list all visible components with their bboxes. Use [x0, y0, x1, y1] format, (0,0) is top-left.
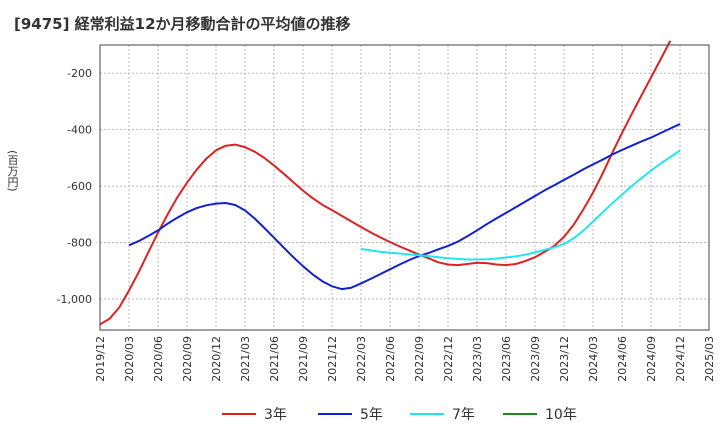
x-tick-label: 2025/03 — [703, 336, 716, 382]
x-tick-label: 2022/03 — [355, 336, 368, 382]
x-tick-label: 2020/12 — [210, 336, 223, 382]
legend: 3年 5年 7年 10年 — [222, 407, 577, 423]
legend-label: 10年 — [545, 407, 577, 423]
series-line-5年 — [128, 123, 681, 291]
x-tick-label: 2022/12 — [442, 336, 455, 382]
series-line-3年 — [99, 40, 672, 326]
x-tick-label: 2020/09 — [181, 336, 194, 382]
x-tick-label: 2024/09 — [645, 336, 658, 382]
x-tick-label: 2023/09 — [529, 336, 542, 382]
x-tick-label: 2021/12 — [326, 336, 339, 382]
x-tick-label: 2023/06 — [500, 336, 513, 382]
y-tick-label: -600 — [67, 180, 92, 193]
x-tick-label: 2021/03 — [239, 336, 252, 382]
chart-title: [9475] 経常利益12か月移動合計の平均値の推移 — [14, 15, 351, 33]
x-tick-label: 2024/06 — [616, 336, 629, 382]
x-tick-label: 2019/12 — [94, 336, 107, 382]
legend-label: 5年 — [360, 407, 383, 423]
y-tick-label: -400 — [67, 124, 92, 137]
x-tick-label: 2020/06 — [152, 336, 165, 382]
x-tick-label: 2021/09 — [297, 336, 310, 382]
gridlines — [99, 45, 710, 330]
x-axis-ticks: 2019/12 2020/03 2020/06 2020/09 2020/12 2021/… — [94, 336, 716, 382]
y-axis-label: (百万円) — [6, 150, 19, 192]
x-tick-label: 2020/03 — [123, 336, 136, 382]
series-lines — [99, 40, 681, 326]
x-tick-label: 2024/03 — [587, 336, 600, 382]
x-tick-label: 2024/12 — [674, 336, 687, 382]
legend-label: 7年 — [452, 407, 475, 423]
x-tick-label: 2022/09 — [413, 336, 426, 382]
x-tick-label: 2022/06 — [384, 336, 397, 382]
plot-frame — [99, 44, 710, 331]
y-tick-label: -1,000 — [57, 293, 92, 306]
y-axis-ticks: -200 -400 -600 -800 -1,000 — [57, 67, 92, 306]
x-tick-label: 2023/03 — [471, 336, 484, 382]
legend-label: 3年 — [264, 407, 287, 423]
x-tick-label: 2023/12 — [558, 336, 571, 382]
x-tick-label: 2021/06 — [268, 336, 281, 382]
y-tick-label: -800 — [67, 237, 92, 250]
series-line-7年 — [360, 149, 681, 261]
y-tick-label: -200 — [67, 67, 92, 80]
